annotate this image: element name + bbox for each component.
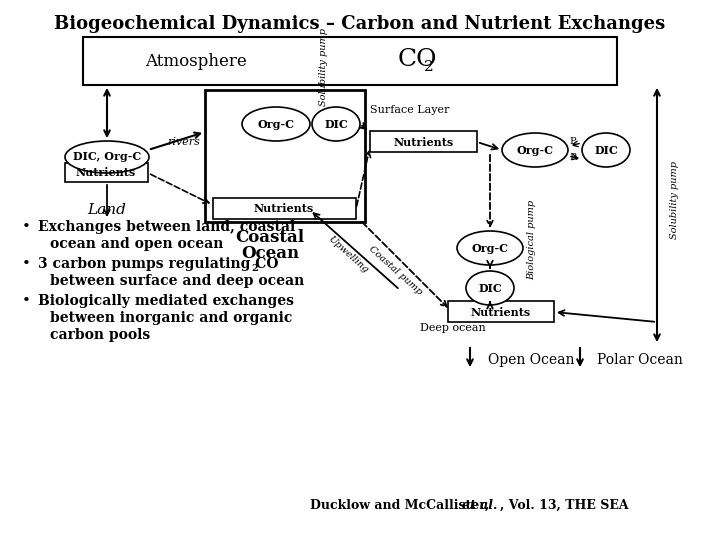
Text: Biogeochemical Dynamics – Carbon and Nutrient Exchanges: Biogeochemical Dynamics – Carbon and Nut… [55, 15, 665, 33]
Text: 2: 2 [424, 60, 433, 74]
Text: Ducklow and McCallister,: Ducklow and McCallister, [310, 499, 494, 512]
Text: P: P [570, 138, 576, 146]
Text: Coastal pump: Coastal pump [366, 244, 423, 296]
Text: Solubility pump: Solubility pump [319, 28, 328, 106]
Text: •: • [22, 294, 31, 308]
Text: ocean and open ocean: ocean and open ocean [50, 237, 223, 251]
Ellipse shape [312, 107, 360, 141]
Ellipse shape [582, 133, 630, 167]
Text: Coastal: Coastal [235, 230, 305, 246]
Ellipse shape [502, 133, 568, 167]
Text: carbon pools: carbon pools [50, 328, 150, 342]
Text: et al.: et al. [462, 499, 498, 512]
Text: Solubility pump: Solubility pump [670, 161, 679, 239]
Text: DIC, Org-C: DIC, Org-C [73, 152, 141, 163]
Ellipse shape [466, 271, 514, 305]
Text: CO: CO [398, 49, 438, 71]
Ellipse shape [457, 231, 523, 265]
Text: 2: 2 [251, 264, 258, 273]
Text: Nutrients: Nutrients [394, 137, 454, 147]
Text: Exchanges between land, coastal: Exchanges between land, coastal [38, 220, 295, 234]
Bar [65, 163, 148, 182]
Text: Surface Layer: Surface Layer [370, 105, 449, 115]
Text: Ocean: Ocean [241, 245, 299, 261]
Text: Org-C: Org-C [258, 118, 294, 130]
Text: Deep ocean: Deep ocean [420, 323, 486, 333]
Text: •: • [22, 220, 31, 234]
Text: 3 carbon pumps regulating CO: 3 carbon pumps regulating CO [38, 257, 279, 271]
Text: Polar Ocean: Polar Ocean [597, 353, 683, 367]
Text: Org-C: Org-C [516, 145, 554, 156]
Text: Biological pump: Biological pump [527, 200, 536, 280]
Bar [448, 301, 554, 322]
Bar [213, 198, 356, 219]
Text: •: • [22, 257, 31, 271]
Text: , Vol. 13, THE SEA: , Vol. 13, THE SEA [500, 499, 629, 512]
Text: Open Ocean: Open Ocean [488, 353, 575, 367]
Text: DIC: DIC [594, 145, 618, 156]
Text: Nutrients: Nutrients [76, 167, 136, 179]
Ellipse shape [65, 141, 149, 173]
Text: between surface and deep ocean: between surface and deep ocean [50, 274, 305, 288]
Text: Biologically mediated exchanges: Biologically mediated exchanges [38, 294, 294, 308]
Text: Nutrients: Nutrients [254, 204, 314, 214]
Bar [83, 37, 617, 85]
Bar [370, 131, 477, 152]
Text: between inorganic and organic: between inorganic and organic [50, 311, 292, 325]
Ellipse shape [242, 107, 310, 141]
Text: R: R [570, 152, 577, 161]
Text: DIC: DIC [324, 118, 348, 130]
Text: Org-C: Org-C [472, 242, 508, 253]
Text: Upwelling: Upwelling [326, 235, 370, 275]
Text: DIC: DIC [478, 282, 502, 294]
Text: Nutrients: Nutrients [471, 307, 531, 318]
Text: Land: Land [88, 203, 127, 217]
Bar [205, 90, 365, 222]
Text: rivers: rivers [167, 137, 200, 147]
Text: Atmosphere: Atmosphere [145, 53, 247, 71]
